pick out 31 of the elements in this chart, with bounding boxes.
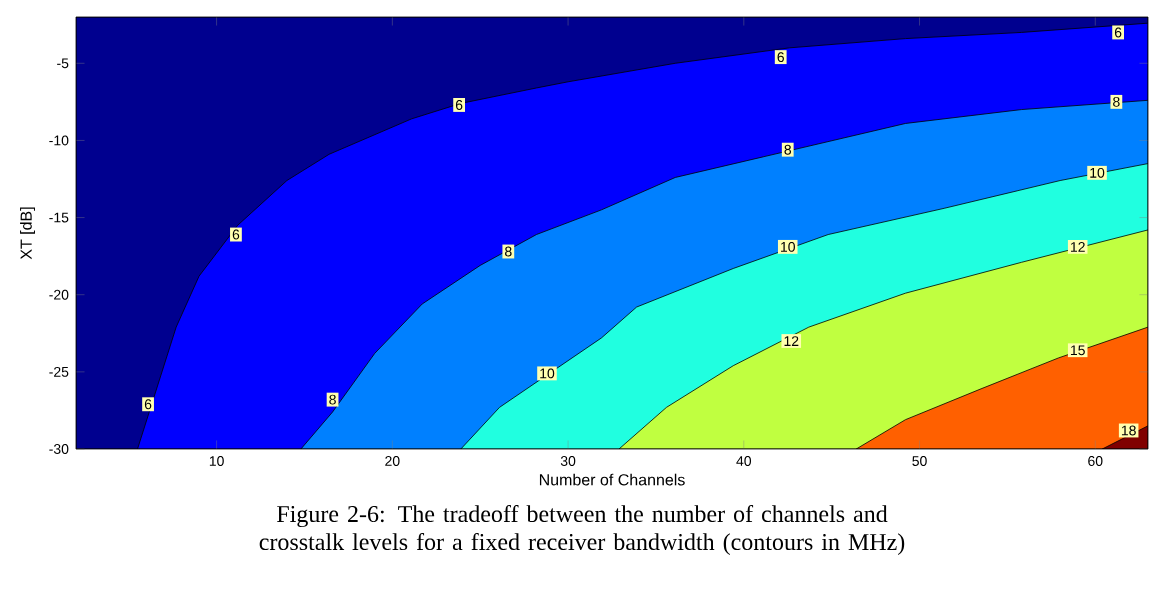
annotation: 12 — [784, 336, 799, 346]
annotation: 6 — [455, 100, 463, 110]
annotation: 12 — [1070, 242, 1085, 252]
caption: Figure 2-6: The tradeoff between the number of channels and crosstalk levels for a fixed receiver bandwidth (contours in MHz) — [259, 504, 905, 556]
annotation: 10 — [1090, 167, 1105, 178]
y-tick-label: -10 — [49, 135, 69, 146]
annotation: 6 — [144, 399, 152, 410]
y-tick-label: -30 — [49, 444, 69, 454]
annotation: 8 — [784, 144, 792, 155]
annotation: 10 — [540, 368, 555, 379]
x-tick-label: 40 — [736, 456, 752, 466]
y-tick-label: -5 — [57, 58, 69, 69]
x-tick-label: 20 — [385, 456, 400, 466]
annotation: 8 — [1113, 96, 1120, 107]
x-tick-label: 60 — [1088, 456, 1103, 466]
annotation: 8 — [505, 246, 512, 257]
annotation: 15 — [1070, 345, 1085, 356]
x-tick-label: 50 — [912, 456, 927, 466]
annotation: 6 — [232, 229, 240, 240]
annotation: 10 — [781, 241, 795, 252]
annotation: 6 — [777, 52, 784, 63]
y-tick-label: -15 — [49, 212, 69, 223]
annotation: 6 — [1114, 27, 1122, 38]
y-axis-title: XT [dB] — [20, 207, 35, 260]
y-tick-label: -20 — [49, 289, 69, 300]
x-axis-title: Number of Channels — [539, 473, 685, 486]
x-tick-label: 30 — [560, 456, 576, 466]
y-tick-label: -25 — [49, 366, 69, 377]
annotation: 18 — [1121, 425, 1136, 436]
x-tick-label: 10 — [209, 456, 224, 466]
annotation: 8 — [329, 394, 336, 405]
